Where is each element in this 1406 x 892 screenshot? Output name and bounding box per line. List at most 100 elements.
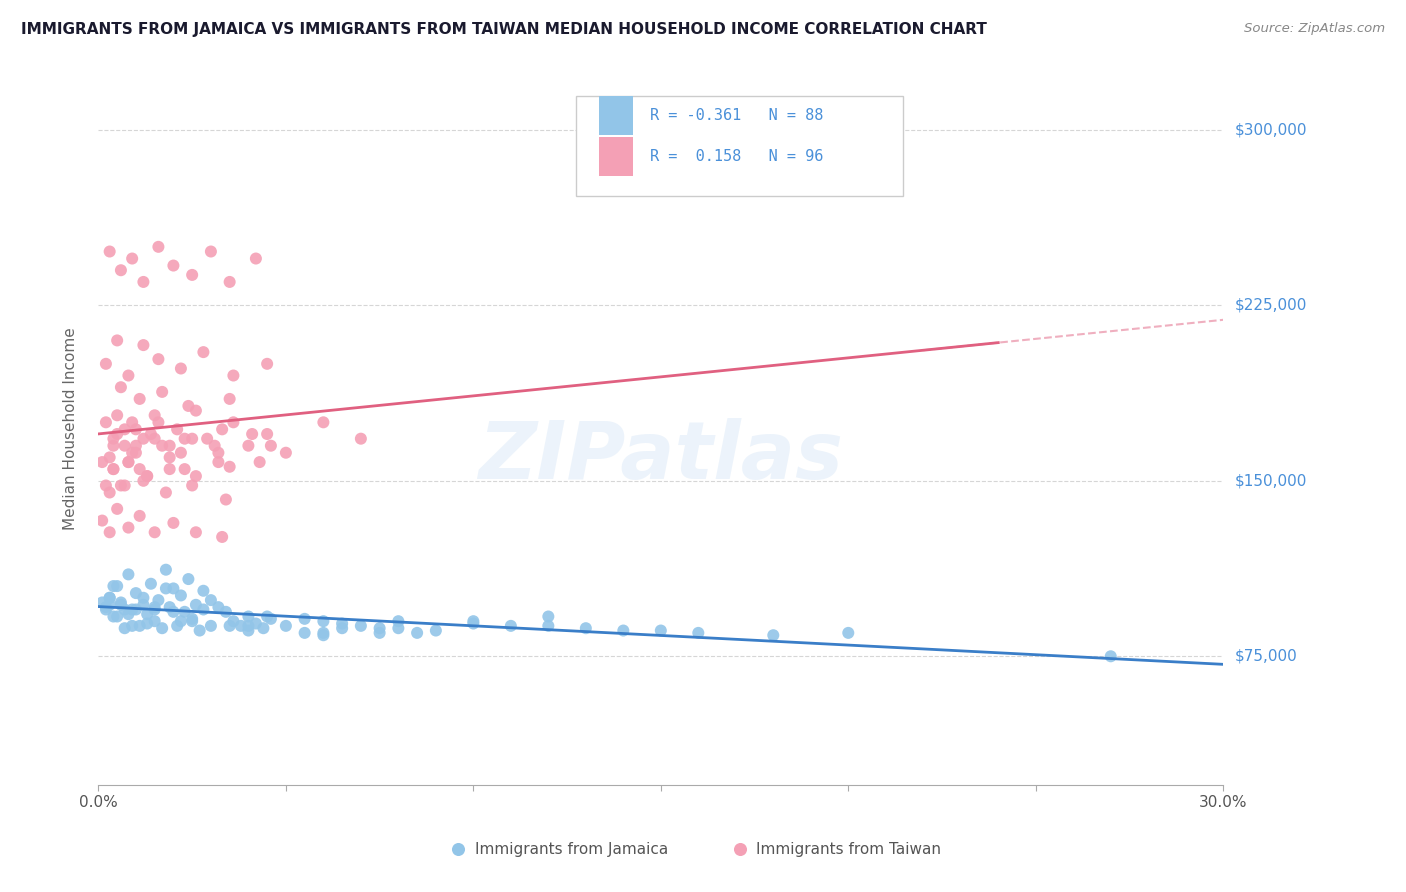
Point [139,576,162,591]
Point [103,432,125,446]
Point [155,582,177,596]
Point [132,275,155,289]
Point [125,586,148,600]
Point [252,621,274,635]
Point [256,609,278,624]
Point [181,612,204,626]
Point [218,619,240,633]
Point [136,616,159,631]
Text: IMMIGRANTS FROM JAMAICA VS IMMIGRANTS FROM TAIWAN MEDIAN HOUSEHOLD INCOME CORREL: IMMIGRANTS FROM JAMAICA VS IMMIGRANTS FR… [21,22,987,37]
Point [159,600,181,615]
Point [132,338,155,352]
Point [312,626,335,640]
Text: $150,000: $150,000 [1234,474,1306,488]
FancyBboxPatch shape [576,96,903,196]
Text: $75,000: $75,000 [1234,648,1298,664]
Point [143,600,166,615]
Point [229,619,252,633]
Point [132,591,155,605]
Point [204,439,226,453]
Point [105,501,128,516]
Point [312,415,335,429]
Point [94,478,117,492]
Point [121,602,143,616]
Point [177,572,200,586]
Point [143,614,166,628]
Point [181,478,204,492]
Text: Source: ZipAtlas.com: Source: ZipAtlas.com [1244,22,1385,36]
Point [200,619,222,633]
Point [121,446,143,460]
Point [222,614,245,628]
Point [650,624,672,638]
Point [181,614,204,628]
Point [121,252,143,266]
Point [245,616,267,631]
Point [688,626,710,640]
Point [136,607,159,622]
Point [128,619,150,633]
Point [125,446,148,460]
Point [170,589,193,603]
Point [177,399,200,413]
Point [193,583,215,598]
Point [207,455,229,469]
Point [98,591,121,605]
Point [143,409,166,423]
Point [173,605,195,619]
Point [207,600,229,615]
Point [350,432,373,446]
Point [143,432,166,446]
Point [222,415,245,429]
Point [170,446,193,460]
Point [117,455,139,469]
Point [121,415,143,429]
Point [575,621,598,635]
Point [114,439,136,453]
Point [312,614,335,628]
Point [200,593,222,607]
Text: R = -0.361   N = 88: R = -0.361 N = 88 [650,108,823,123]
Point [105,579,128,593]
Text: $225,000: $225,000 [1234,298,1306,313]
FancyBboxPatch shape [599,96,633,136]
Point [94,600,117,615]
Point [211,422,233,436]
Point [425,624,447,638]
Point [103,462,125,476]
Point [117,455,139,469]
Point [537,609,560,624]
Point [238,619,260,633]
Point [98,591,121,605]
Point [110,263,132,277]
Point [159,439,181,453]
Point [98,244,121,259]
Point [188,624,211,638]
Point [98,598,121,612]
Point [406,626,429,640]
Point [143,602,166,616]
Point [537,619,560,633]
Point [162,259,184,273]
Point [128,392,150,406]
Point [222,368,245,383]
Point [148,415,170,429]
Point [762,628,785,642]
Point [98,450,121,465]
Point [173,432,195,446]
Point [155,563,177,577]
Point [114,621,136,635]
Point [98,485,121,500]
Point [612,624,634,638]
Point [117,607,139,622]
Point [128,462,150,476]
Point [117,368,139,383]
Point [499,619,522,633]
Point [184,598,207,612]
Point [274,446,297,460]
Point [330,616,353,631]
Point [463,614,485,628]
FancyBboxPatch shape [599,136,633,176]
Point [136,469,159,483]
Point [98,525,121,540]
